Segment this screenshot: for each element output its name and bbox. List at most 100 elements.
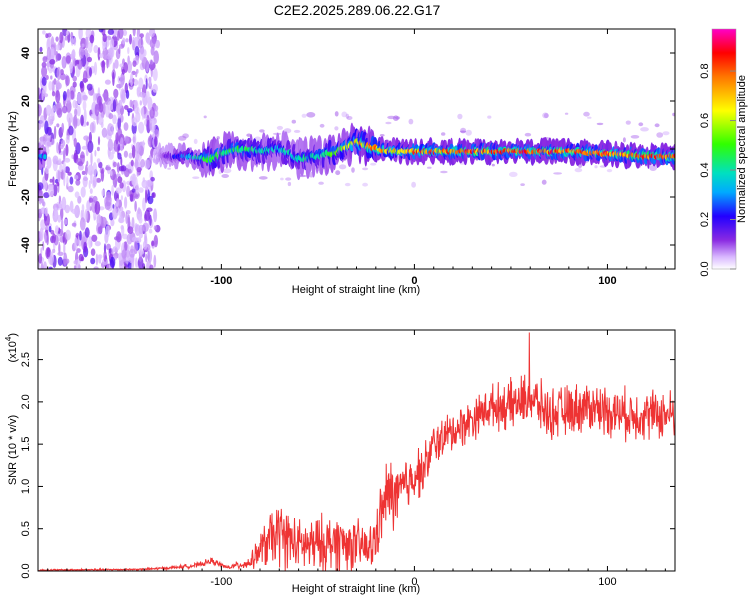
colorbar-tick-label: 0.4 xyxy=(699,162,711,177)
faint-blob xyxy=(441,132,446,136)
faint-blob xyxy=(491,163,495,167)
noise-blob xyxy=(139,91,145,98)
noise-blob xyxy=(142,222,149,232)
noise-blob xyxy=(44,232,47,244)
noise-blob xyxy=(148,228,153,234)
noise-blob xyxy=(53,207,59,219)
noise-blob xyxy=(73,260,78,265)
noise-blob xyxy=(85,29,92,39)
noise-blob xyxy=(133,240,138,254)
noise-blob xyxy=(125,89,130,99)
noise-blob xyxy=(91,234,98,242)
faint-blob xyxy=(280,177,284,181)
noise-blob xyxy=(89,67,92,77)
noise-blob xyxy=(63,218,68,225)
noise-blob xyxy=(97,136,101,146)
noise-blob xyxy=(124,135,129,144)
noise-blob xyxy=(92,174,97,188)
noise-blob xyxy=(105,166,112,171)
colorbar: 0.0 0.2 0.4 0.6 0.8 Normalized spectral ampl… xyxy=(699,28,748,277)
snr-scale-note: (x104) xyxy=(4,333,19,363)
noise-blob xyxy=(49,178,53,183)
noise-blob xyxy=(115,187,122,194)
noise-blob xyxy=(50,46,55,59)
faint-blob xyxy=(656,132,664,138)
noise-blob xyxy=(138,187,144,193)
faint-blob xyxy=(587,116,592,119)
noise-blob xyxy=(109,38,115,50)
noise-blob xyxy=(58,158,62,163)
faint-blob xyxy=(509,171,518,177)
noise-blob xyxy=(42,56,48,63)
noise-blob xyxy=(124,241,128,252)
noise-blob xyxy=(46,234,49,246)
faint-blob xyxy=(221,174,229,178)
faint-blob xyxy=(625,120,631,125)
faint-blob xyxy=(408,118,414,125)
noise-blob xyxy=(105,225,110,238)
faint-blob xyxy=(465,129,472,136)
snr-ytick-label: 2.0 xyxy=(20,394,32,409)
noise-blob xyxy=(64,35,68,41)
noise-blob xyxy=(65,55,71,64)
noise-blob xyxy=(150,176,155,182)
noise-blob xyxy=(71,222,77,227)
noise-blob xyxy=(80,114,84,127)
faint-blob xyxy=(192,176,200,179)
noise-blob xyxy=(90,113,97,119)
noise-blob xyxy=(97,95,103,106)
noise-blob xyxy=(148,154,153,166)
faint-blob xyxy=(258,176,268,180)
noise-blob xyxy=(84,36,89,49)
noise-blob xyxy=(90,257,96,265)
noise-blob xyxy=(82,70,88,84)
noise-blob xyxy=(52,176,55,186)
noise-blob xyxy=(105,194,112,207)
noise-blob xyxy=(138,38,144,49)
noise-blob xyxy=(116,198,119,207)
noise-blob xyxy=(40,265,45,269)
noise-blob xyxy=(154,105,159,112)
noise-blob xyxy=(138,224,144,235)
noise-blob xyxy=(71,50,75,61)
noise-blob xyxy=(44,120,49,135)
noise-blob xyxy=(90,151,93,166)
snr-marks xyxy=(38,332,675,571)
noise-blob xyxy=(90,240,93,248)
faint-blob xyxy=(649,165,657,172)
faint-blob xyxy=(524,132,532,137)
noise-blob xyxy=(87,140,94,153)
noise-blob xyxy=(74,108,78,117)
noise-blob xyxy=(83,241,87,253)
snr-panel: -100 0 100 0.0 0.5 1.0 1.5 2.0 2.5 Height of str… xyxy=(4,329,676,595)
noise-blob xyxy=(38,253,43,264)
noise-blob xyxy=(121,249,127,259)
noise-blob xyxy=(117,176,123,184)
noise-blob xyxy=(102,33,107,43)
noise-blob xyxy=(132,133,137,145)
noise-blob xyxy=(101,127,108,138)
faint-blob xyxy=(574,167,583,173)
faint-blob xyxy=(654,123,660,128)
noise-blob xyxy=(63,172,66,187)
noise-blob xyxy=(93,61,98,76)
noise-blob xyxy=(114,59,119,69)
noise-blob xyxy=(72,99,77,109)
noise-blob xyxy=(150,46,155,56)
faint-blob xyxy=(319,123,325,128)
noise-blob xyxy=(50,229,55,235)
noise-blob xyxy=(152,37,157,43)
noise-blob xyxy=(77,161,84,167)
snr-ytick-label: 1.5 xyxy=(20,437,32,452)
faint-blob xyxy=(594,165,598,169)
faint-blob xyxy=(203,115,207,119)
faint-blob xyxy=(338,164,347,170)
noise-blob xyxy=(105,104,110,118)
faint-blob xyxy=(553,172,562,175)
noise-blob xyxy=(85,164,88,176)
noise-blob xyxy=(73,265,77,269)
noise-blob xyxy=(56,182,60,187)
chart-title: C2E2.2025.289.06.22.G17 xyxy=(274,2,441,18)
noise-blob xyxy=(108,151,114,160)
